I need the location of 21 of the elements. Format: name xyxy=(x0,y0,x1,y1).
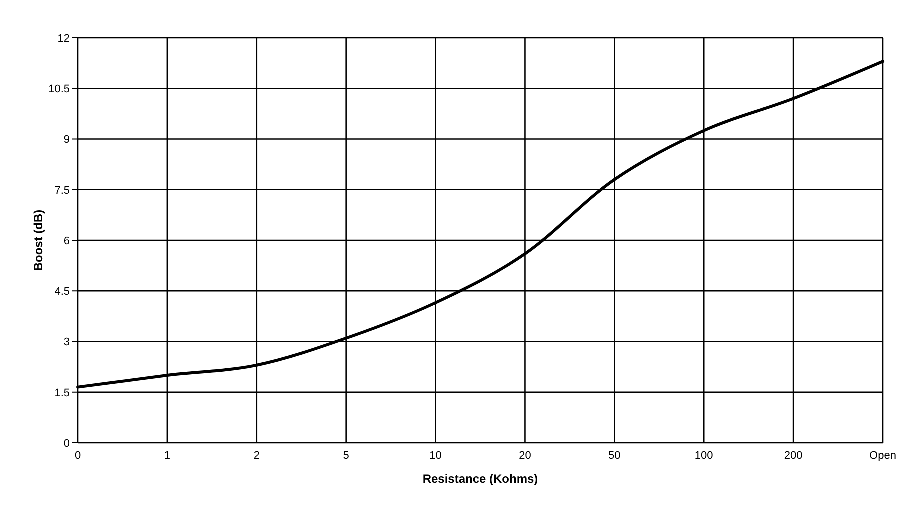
y-tick-label: 12 xyxy=(58,32,70,45)
y-tick-label: 7.5 xyxy=(54,184,70,197)
x-tick-label: 50 xyxy=(608,450,621,462)
y-tick-label: 9 xyxy=(64,134,70,146)
y-tick-label: 10.5 xyxy=(48,84,70,96)
y-tick-label: 1.5 xyxy=(54,387,70,400)
x-tick-label: 5 xyxy=(343,450,350,462)
x-tick-label: 1 xyxy=(164,450,171,462)
y-tick-label: 3 xyxy=(64,336,70,349)
x-tick-label: 200 xyxy=(784,450,803,462)
x-tick-label: 2 xyxy=(254,450,260,462)
x-tick-label: 20 xyxy=(519,450,532,462)
y-tick-label: 4.5 xyxy=(54,286,70,298)
x-axis-title: Resistance (Kohms) xyxy=(422,472,538,486)
x-tick-label: 100 xyxy=(694,450,714,462)
y-axis-title: Boost (dB) xyxy=(31,210,46,272)
y-tick-label: 0 xyxy=(64,438,70,450)
x-tick-label: 10 xyxy=(430,450,442,462)
x-tick-label: Open xyxy=(870,450,896,462)
x-tick-label: 0 xyxy=(74,450,82,462)
y-tick-label: 6 xyxy=(64,235,70,248)
